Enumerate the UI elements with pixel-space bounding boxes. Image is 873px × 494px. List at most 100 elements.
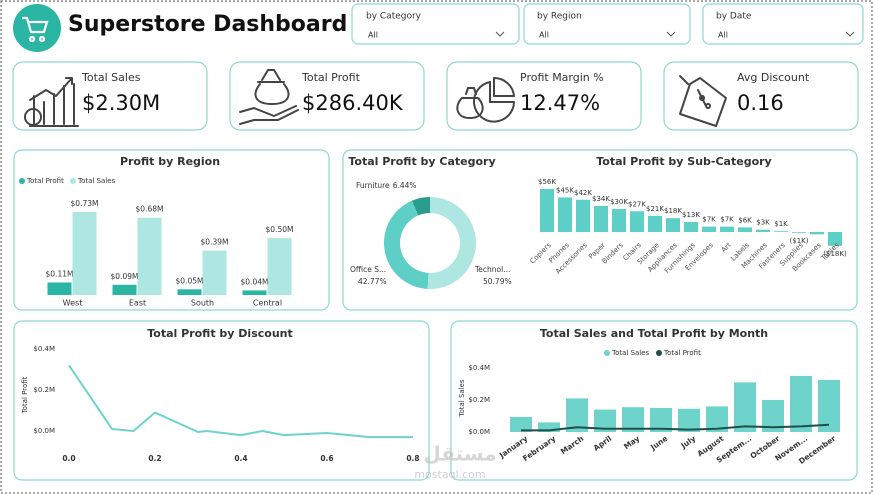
- chart-title: Total Sales and Total Profit by Month: [540, 327, 768, 340]
- filter[interactable]: by Region All: [523, 3, 691, 45]
- data-label: ($1K): [790, 237, 809, 245]
- kpi-label: Total Sales: [81, 71, 141, 84]
- bar: [566, 398, 588, 432]
- kpi-value: 0.16: [737, 91, 784, 115]
- kpi-value: 12.47%: [520, 91, 600, 115]
- filter[interactable]: by Date All: [702, 3, 864, 45]
- y-tick-label: $0.0M: [468, 428, 490, 436]
- bar: [594, 205, 608, 232]
- data-label: $13K: [682, 211, 700, 219]
- x-tick-label: East: [129, 299, 146, 308]
- bar: [762, 400, 784, 432]
- y-tick-label: $0.4M: [33, 345, 55, 353]
- bar: [720, 226, 734, 232]
- bar: [558, 197, 572, 232]
- data-label: $7K: [702, 216, 716, 224]
- bar: [828, 232, 842, 246]
- kpi-icon: [24, 108, 42, 126]
- bar: [112, 284, 137, 295]
- data-label: $0.04M: [241, 277, 269, 286]
- filter[interactable]: by Category All: [351, 3, 520, 45]
- y-axis-title: Total Sales: [458, 379, 466, 418]
- title: Superstore Dashboard: [68, 12, 347, 37]
- legend-label: Total Profit: [26, 177, 64, 185]
- bar: [678, 408, 700, 432]
- y-tick-label: $0.2M: [468, 396, 490, 404]
- data-label: $6K: [738, 216, 752, 224]
- legend-label: Total Sales: [611, 349, 650, 357]
- watermark-url: mostaql.com: [414, 468, 485, 481]
- filter-box[interactable]: [702, 3, 864, 45]
- bar: [540, 189, 554, 232]
- line: [68, 364, 413, 439]
- filter-box[interactable]: [351, 3, 520, 45]
- bar: [648, 215, 662, 232]
- legend-label: Total Sales: [77, 177, 116, 185]
- line: [521, 423, 830, 432]
- watermark: مستقل: [423, 442, 496, 466]
- panel: [13, 320, 430, 481]
- data-label: $0.50M: [266, 225, 294, 234]
- bar: [738, 227, 752, 232]
- bar: [792, 232, 806, 233]
- bar: [774, 231, 788, 232]
- x-tick-label: 0.2: [148, 454, 161, 463]
- bar: [576, 199, 590, 232]
- filter-box[interactable]: [523, 3, 691, 45]
- data-label: $0.73M: [71, 199, 99, 208]
- x-tick-label: 0.8: [406, 454, 419, 463]
- x-tick-label: 0.6: [320, 454, 333, 463]
- chart-title: Profit by Region: [120, 155, 220, 168]
- data-label: $42K: [574, 189, 592, 197]
- bar: [666, 218, 680, 232]
- y-tick-label: $0.0M: [33, 427, 55, 435]
- filter-label: by Date: [716, 12, 752, 22]
- bar: [137, 217, 162, 295]
- data-label: $1K: [774, 220, 788, 228]
- kpi-label: Avg Discount: [737, 71, 810, 84]
- data-label: $30K: [610, 198, 628, 206]
- bar: [734, 382, 756, 432]
- data-label: $0.05M: [176, 276, 204, 285]
- data-label: $0.39M: [201, 238, 229, 247]
- kpi-label: Profit Margin %: [520, 71, 604, 84]
- bar: [622, 407, 644, 432]
- kpi-icon: [456, 76, 515, 123]
- x-tick-label: 0.0: [62, 454, 75, 463]
- bar: [594, 409, 616, 432]
- legend-swatch: [656, 350, 662, 356]
- slice-value: 42.77%: [358, 277, 387, 286]
- data-label: $18K: [664, 207, 682, 215]
- chart-title: Total Profit by Discount: [147, 327, 293, 340]
- slice-label: Office S...: [350, 265, 386, 274]
- kpi-value: $2.30M: [82, 91, 160, 115]
- kpi-icon: [239, 69, 299, 125]
- panel: [450, 320, 858, 481]
- legend-swatch: [70, 178, 76, 184]
- chevron: [666, 31, 676, 37]
- chart-title: Total Profit by Category: [348, 155, 495, 168]
- slice-value: 6.44%: [393, 181, 417, 190]
- data-label: $3K: [756, 219, 770, 227]
- kpi-label: Total Profit: [301, 71, 361, 84]
- bar: [790, 376, 812, 432]
- bar: [702, 226, 716, 232]
- data-label: $0.11M: [46, 269, 74, 278]
- slice-label: Technol...: [474, 265, 510, 274]
- bar: [630, 211, 644, 232]
- filter-value: All: [539, 31, 549, 40]
- donut-slice: [411, 197, 430, 216]
- x-tick-label: West: [63, 299, 83, 308]
- data-label: $21K: [646, 205, 664, 213]
- data-label: $45K: [556, 186, 574, 194]
- filter-label: by Category: [366, 12, 422, 22]
- chart-title: Total Profit by Sub-Category: [596, 155, 771, 168]
- slice-label: Furniture: [356, 181, 390, 190]
- legend-swatch: [604, 350, 610, 356]
- slice-value: 50.79%: [483, 277, 512, 286]
- bar: [510, 416, 532, 432]
- y-tick-label: $0.2M: [33, 386, 55, 394]
- data-label: $7K: [720, 216, 734, 224]
- x-tick-label: South: [191, 299, 214, 308]
